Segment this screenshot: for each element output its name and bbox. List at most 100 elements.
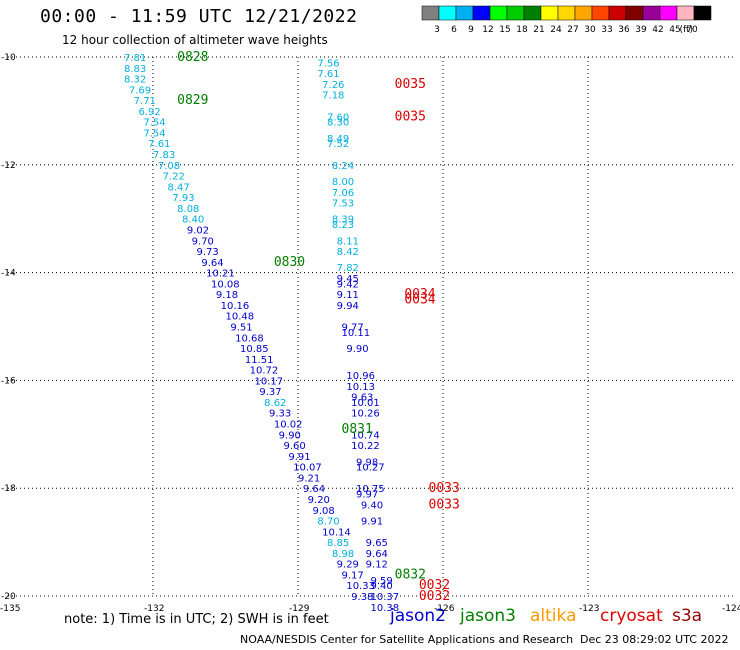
time-marker-label: 0033 <box>429 497 460 512</box>
satellite-label-s3a: s3a <box>672 606 703 626</box>
time-marker-label: 0831 <box>342 422 373 437</box>
wave-height-point: 7.54 <box>143 118 165 129</box>
wave-height-point: 8.62 <box>264 398 286 409</box>
wave-height-point: 8.08 <box>177 204 199 215</box>
wave-height-point: 8.30 <box>327 118 349 129</box>
footer-credit: NOAA/NESDIS Center for Satellite Applica… <box>240 633 574 646</box>
legend-label: 6 <box>451 25 457 35</box>
wave-height-point: 10.11 <box>342 328 371 339</box>
wave-height-point: 9.65 <box>366 538 388 549</box>
time-marker-label: 0035 <box>395 77 426 92</box>
wave-height-point: 9.02 <box>187 225 209 236</box>
wave-height-point: 10.72 <box>250 366 279 377</box>
wave-height-point: 7.54 <box>143 128 165 139</box>
wave-height-point: 7.60 <box>327 112 349 123</box>
wave-height-point: 7.93 <box>172 193 194 204</box>
wave-height-point: 8.00 <box>332 177 354 188</box>
wave-height-point: 9.20 <box>308 495 330 506</box>
wave-height-point: 7.52 <box>327 139 349 150</box>
wave-height-point: 9.64 <box>366 549 388 560</box>
wave-height-point: 9.08 <box>313 506 335 517</box>
wave-height-point: 9.12 <box>366 560 388 571</box>
wave-height-point: 8.49 <box>327 134 349 145</box>
wave-height-point: 9.11 <box>337 290 359 301</box>
footer-timestamp: Dec 23 08:29:02 UTC 2022 <box>580 633 729 646</box>
wave-height-point: 9.90 <box>346 344 368 355</box>
wave-height-point: 10.14 <box>322 527 351 538</box>
wave-height-point: 9.94 <box>337 301 359 312</box>
wave-height-point: 9.98 <box>356 457 378 468</box>
wave-height-point: 8.42 <box>337 247 359 258</box>
satellite-label-cryosat: cryosat <box>600 606 663 626</box>
wave-height-point: 9.97 <box>356 490 378 501</box>
legend-label: 15 <box>499 25 510 35</box>
wave-height-point: 8.83 <box>124 64 146 75</box>
wave-height-point: 10.01 <box>351 398 380 409</box>
wave-height-point: 9.77 <box>342 323 364 334</box>
satellite-label-altika: altika <box>530 606 577 626</box>
wave-height-point: 7.18 <box>322 91 344 102</box>
legend-label: 45 <box>669 25 680 35</box>
wave-height-point: 8.24 <box>332 161 354 172</box>
wave-height-point: 9.60 <box>284 441 306 452</box>
legend-unit: (ft) <box>679 25 693 35</box>
legend-label: 39 <box>635 25 647 35</box>
legend-label: 70 <box>686 25 698 35</box>
legend-label: 27 <box>567 25 578 35</box>
time-marker-label: 0032 <box>419 589 450 604</box>
wave-height-point: 9.17 <box>342 570 364 581</box>
legend-label: 12 <box>482 25 493 35</box>
wave-height-point: 9.40 <box>361 500 383 511</box>
wave-height-point: 6.92 <box>139 107 161 118</box>
x-tick-label: -129 <box>289 604 310 612</box>
legend-label: 21 <box>533 25 544 35</box>
x-tick-label: -123 <box>579 604 599 612</box>
wave-height-point: 9.45 <box>337 274 359 285</box>
wave-height-point: 7.69 <box>129 85 151 96</box>
y-tick-label: -12 <box>1 161 16 171</box>
wave-height-point: 10.85 <box>240 344 269 355</box>
wave-height-point: 7.83 <box>153 150 175 161</box>
x-tick-label: -135 <box>0 604 20 612</box>
wave-height-point: 9.37 <box>259 387 281 398</box>
wave-height-point: 10.17 <box>255 376 284 387</box>
wave-height-point: 9.40 <box>371 581 393 592</box>
wave-height-point: 10.02 <box>274 420 303 431</box>
footnote: note: 1) Time is in UTC; 2) SWH is in fe… <box>64 612 329 627</box>
wave-height-point: 10.38 <box>371 603 400 612</box>
x-tick-label: -124 <box>722 604 740 612</box>
legend-swatch <box>693 5 712 21</box>
wave-height-point: 10.08 <box>211 279 240 290</box>
wave-height-point: 7.53 <box>332 199 354 210</box>
y-tick-label: -20 <box>1 592 16 602</box>
wave-height-point: 10.37 <box>371 592 400 603</box>
legend-label: 9 <box>468 25 474 35</box>
time-marker-label: 0034 <box>404 293 435 308</box>
wave-height-point: 9.18 <box>216 290 238 301</box>
wave-height-point: 10.07 <box>293 463 322 474</box>
wave-height-point: 10.26 <box>351 409 380 420</box>
wave-height-point: 7.06 <box>332 188 354 199</box>
time-marker-label: 0035 <box>395 109 426 124</box>
wave-height-point: 9.63 <box>351 393 373 404</box>
wave-height-point: 7.82 <box>337 263 359 274</box>
wave-height-point: 9.29 <box>337 560 359 571</box>
wave-height-point: 9.70 <box>192 236 214 247</box>
wave-height-point: 9.91 <box>361 517 383 528</box>
time-marker-label: 0828 <box>177 50 208 65</box>
chart-title: 00:00 - 11:59 UTC 12/21/2022 <box>40 6 358 27</box>
legend-label: 30 <box>584 25 596 35</box>
legend-label: 42 <box>652 25 663 35</box>
legend-label: 33 <box>601 25 612 35</box>
wave-height-point: 7.08 <box>158 161 180 172</box>
wave-height-point: 10.96 <box>346 371 375 382</box>
wave-height-point: 7.61 <box>317 69 339 80</box>
y-tick-label: -10 <box>1 53 16 63</box>
satellite-label-jason2: jason2 <box>390 606 446 626</box>
wave-height-point: 9.59 <box>371 576 393 587</box>
wave-height-point: 7.81 <box>124 53 146 64</box>
wave-height-point: 10.48 <box>226 312 255 323</box>
time-marker-label: 0034 <box>404 287 435 302</box>
wave-height-point: 9.38 <box>351 592 373 603</box>
wave-height-point: 10.74 <box>351 430 380 441</box>
